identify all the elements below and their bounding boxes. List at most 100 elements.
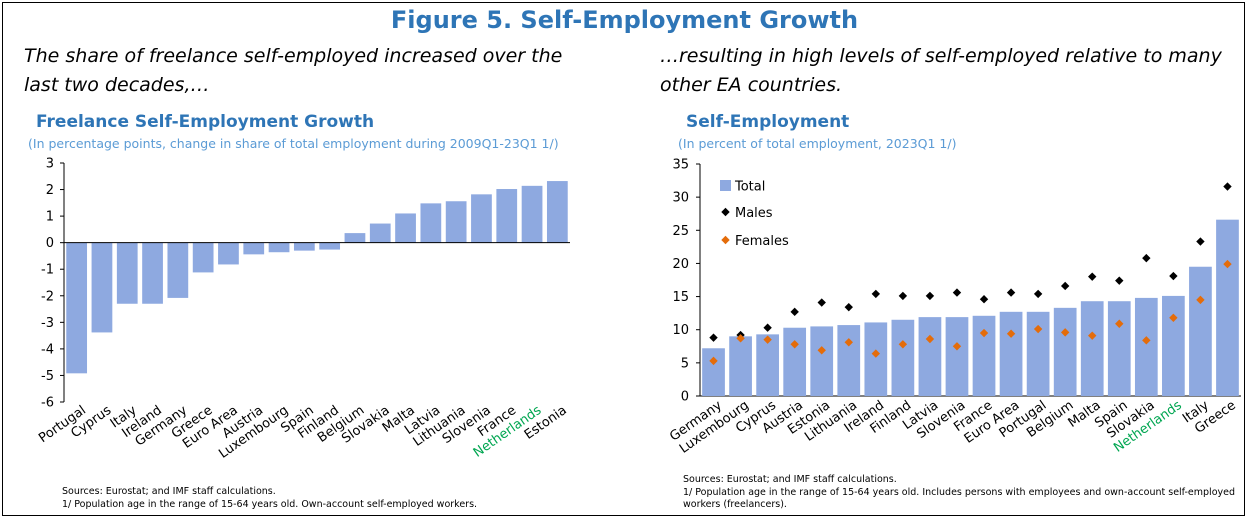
left-bar [142,242,163,304]
legend-males-label: Males [735,206,773,221]
left-bar [167,242,189,298]
right-y-tick-label: 5 [681,356,689,371]
right-point-females [925,334,935,344]
right-point-females [1223,259,1232,269]
left-footnote: 1/ Population age in the range of 15-64 … [62,499,478,510]
right-y-tick-label: 0 [681,390,689,405]
right-point-males [1006,288,1016,297]
right-point-males [979,295,989,304]
right-point-males [817,298,826,307]
right-bar-total [918,317,942,396]
left-bar [293,242,315,251]
right-point-males [1142,253,1151,263]
right-chart-title: Self-Employment [686,112,850,132]
right-bar-total [999,311,1023,396]
right-point-males [1115,276,1124,285]
right-point-females [709,356,718,366]
left-bar [420,203,442,243]
right-y-tick-label: 10 [672,323,689,338]
right-point-males [844,302,853,312]
right-panel-subtitle: …resulting in high levels of self-employ… [660,45,1222,96]
left-y-tick-label: -4 [41,342,54,357]
left-bar [496,189,518,243]
right-point-males [1169,271,1178,281]
right-y-tick-label: 20 [672,257,689,272]
right-point-females [1088,331,1097,340]
right-footnote: 1/ Population age in the range of 15-64 … [683,487,1236,510]
left-bar [369,223,391,243]
right-point-females [1169,313,1178,322]
left-bar [116,242,138,304]
right-bar-total [729,336,752,396]
right-point-females [1006,329,1016,338]
right-bar-total [1053,307,1077,396]
right-point-males [709,333,718,342]
left-y-tick-label: -5 [41,369,54,384]
left-bar [192,242,214,273]
left-y-tick-label: 3 [46,157,54,172]
right-point-males [790,307,799,317]
right-bar-total [1189,266,1212,396]
right-chart-subtitle: (In percent of total employment, 2023Q1 … [678,136,957,151]
right-point-females [844,338,853,347]
left-y-tick-label: 1 [46,210,54,225]
left-bar [91,242,113,333]
right-point-males [1223,182,1232,191]
legend-females-marker [721,235,730,245]
right-bar-total [891,319,915,396]
right-point-males [925,291,935,301]
legend-total-label: Total [734,180,765,195]
right-point-males [898,291,908,301]
left-bar [268,242,290,253]
right-point-males [1196,237,1205,246]
left-y-tick-label: -3 [41,316,54,331]
left-bar [243,242,265,255]
left-bar [344,233,366,243]
right-bar-total [972,315,996,396]
left-sources-note: Sources: Eurostat; and IMF staff calcula… [62,486,276,497]
right-y-tick-label: 30 [672,191,689,206]
right-point-females [1060,328,1070,337]
right-bar-total [1026,311,1050,396]
right-point-females [898,340,908,349]
left-y-tick-label: -2 [41,289,54,304]
right-point-females [1115,319,1124,328]
left-bar [471,194,492,243]
right-bar-total [783,327,807,396]
right-bar-total [702,348,725,396]
left-bar [445,201,467,243]
right-y-tick-label: 35 [672,158,689,173]
right-bar-total [810,326,834,396]
right-point-males [952,288,962,297]
right-bar-total [864,322,888,396]
right-point-males [763,323,772,332]
right-bar-total [756,334,779,396]
left-bar [395,213,416,243]
right-sources-note: Sources: Eurostat; and IMF staff calcula… [683,474,897,485]
right-point-males [871,289,881,299]
right-bar-total [1107,301,1131,396]
left-y-tick-label: 0 [46,236,54,251]
legend-females-label: Females [735,234,789,249]
left-bar [521,185,543,243]
right-point-females [817,346,826,355]
right-point-females [1033,324,1043,334]
right-point-females [790,340,799,349]
right-bar-total [945,317,969,396]
right-point-females [1142,336,1151,345]
right-point-males [1060,281,1070,291]
right-point-females [736,334,745,343]
right-bar-total [837,325,861,396]
right-point-males [1088,272,1097,281]
right-point-females [1196,295,1205,305]
right-bar-total [1134,297,1158,396]
legend-males-marker [721,207,730,217]
left-y-tick-label: 2 [46,183,54,198]
right-bar-total [1216,219,1239,396]
left-y-tick-label: -1 [41,263,54,278]
left-chart-title: Freelance Self-Employment Growth [36,112,375,132]
left-chart-subtitle: (In percentage points, change in share o… [28,136,559,151]
right-point-females [979,328,989,338]
